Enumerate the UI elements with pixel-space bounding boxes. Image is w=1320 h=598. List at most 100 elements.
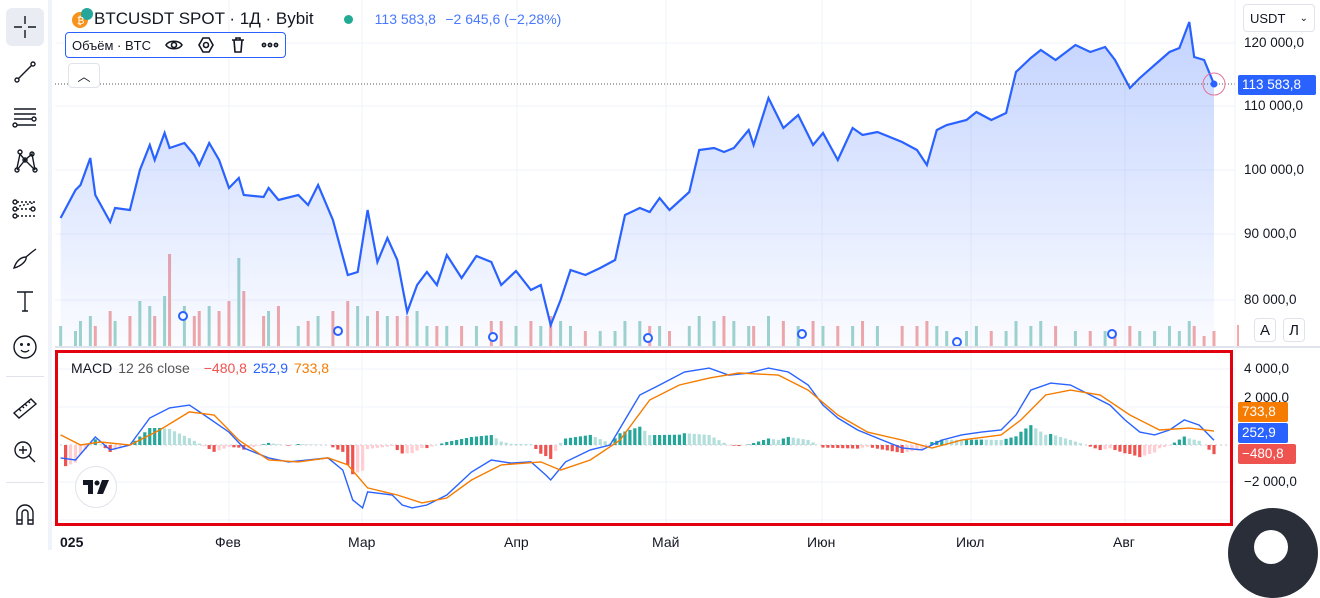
histogram-bar [1108,445,1111,448]
histogram-bar [826,445,829,448]
price-series [55,22,1238,346]
svg-text:₿: ₿ [77,15,84,27]
histogram-bar [450,441,453,445]
histogram-bar [1054,435,1057,445]
chevron-down-icon: ⌄ [1300,13,1308,24]
histogram-bar [460,439,463,445]
histogram-bar [579,436,582,445]
histogram-bar [539,445,542,454]
histogram-bar [1049,434,1052,445]
histogram-bar [1019,432,1022,445]
chevron-up-icon: ︿ [77,66,90,85]
histogram-bar [505,443,508,445]
histogram-bar [465,438,468,445]
histogram-bar [406,445,409,453]
chart-canvas[interactable] [0,0,1320,550]
histogram-bar [1118,445,1121,452]
histogram-bar [232,445,235,447]
collapse-legend-button[interactable]: ︿ [68,63,100,88]
currency-select[interactable]: USDT ⌄ [1243,4,1315,32]
histogram-bar [653,435,656,445]
histogram-bar [1009,438,1012,445]
histogram-bar [990,440,993,445]
histogram-bar [1074,442,1077,445]
histogram-bar [356,445,359,472]
histogram-bar [529,444,532,445]
macd-badge: 252,9 [1238,423,1288,443]
histogram-bar [757,441,760,445]
histogram-bar [277,444,280,445]
histogram-bar [1133,445,1136,456]
histogram-bar [519,444,522,445]
symbol-title[interactable]: BTCUSDT SPOT · 1Д · Bybit [94,9,314,29]
histogram-bar [148,428,151,445]
histogram-bar [1014,436,1017,445]
histogram-bar [391,445,394,446]
histogram-bar [975,440,978,445]
histogram-bar [658,435,661,445]
histogram-bar [514,444,517,445]
histogram-bar [1188,439,1191,445]
histogram-bar [376,445,379,448]
histogram-bar [222,445,225,449]
histogram-bar [534,445,537,449]
volume-indicator-legend[interactable]: Объём · BTC [65,32,286,58]
histogram-bar [1207,445,1210,450]
histogram-bar [638,427,641,445]
histogram-bar [470,437,473,445]
histogram-bar [1104,445,1107,449]
histogram-bar [252,445,255,447]
histogram-bar [1143,445,1146,456]
histogram-bar [980,440,983,445]
histogram-bar [648,435,651,445]
trash-icon[interactable] [229,36,247,54]
histogram-bar [722,443,725,445]
histogram-bar [1183,437,1186,445]
last-price: 113 583,8 [375,11,436,27]
histogram-bar [183,436,186,445]
histogram-bar [396,445,399,450]
histogram-bar [163,428,166,445]
histogram-bar [985,440,988,445]
histogram-bar [331,445,334,447]
histogram-bar [732,445,735,446]
tradingview-logo[interactable] [75,466,117,508]
histogram-bar [811,442,814,445]
macd-tick: −2 000,0 [1244,474,1297,489]
histogram-bar [995,440,998,445]
macd-hist-value: −480,8 [204,360,247,376]
histogram-bar [970,440,973,445]
histogram-bar [886,445,889,450]
histogram-bar [752,443,755,445]
more-icon[interactable] [261,36,279,54]
currency-value: USDT [1250,11,1285,26]
time-tick: 025 [60,534,83,550]
histogram-bar [213,445,216,452]
histogram-bar [1034,428,1037,445]
histogram-bar [564,439,567,445]
histogram-bar [1173,443,1176,445]
eye-icon[interactable] [165,36,183,54]
histogram-bar [420,445,423,448]
histogram-bar [856,445,859,449]
histogram-bar [782,438,785,445]
symbol-legend: ₿ BTCUSDT SPOT · 1Д · Bybit 113 583,8 −2… [68,6,561,32]
histogram-bar [297,444,300,445]
histogram-bar [386,445,389,447]
log-scale-button[interactable]: Л [1283,318,1305,342]
histogram-bar [475,437,478,445]
price-tick: 80 000,0 [1244,292,1297,307]
macd-params: 12 26 close [118,360,190,376]
histogram-bar [1079,443,1082,445]
auto-scale-button[interactable]: A [1254,318,1276,342]
help-button[interactable] [1228,508,1318,598]
histogram-bar [217,445,220,450]
histogram-bar [430,445,433,447]
histogram-bar [836,445,839,448]
histogram-bar [346,445,349,465]
settings-icon[interactable] [197,36,215,54]
histogram-bar [173,431,176,445]
histogram-bar [307,444,310,445]
time-tick: Авг [1113,534,1135,550]
